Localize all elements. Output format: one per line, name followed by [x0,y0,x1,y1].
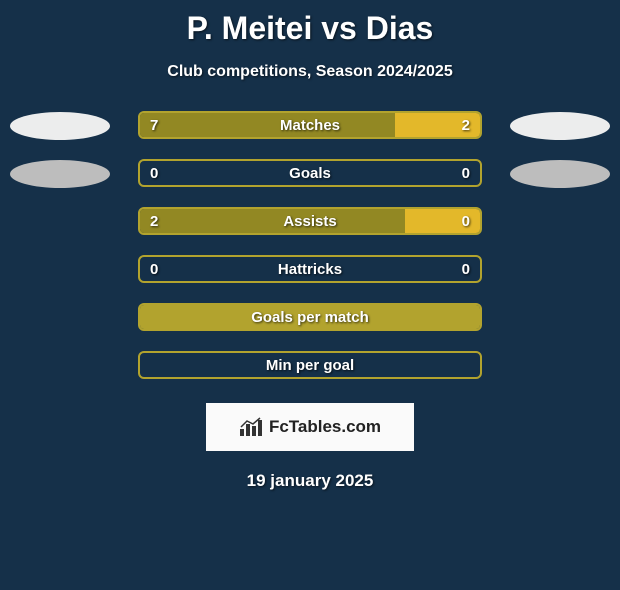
stat-row: 72Matches [0,111,620,139]
chart-icon [239,417,263,437]
stat-label: Assists [140,213,480,230]
stat-bar: 00Goals [138,159,482,187]
logo-badge: FcTables.com [206,403,414,451]
stats-area: 72Matches 00Goals 20Assists 00Hattricks Goal… [0,111,620,399]
stat-label: Hattricks [140,261,480,278]
stat-bar: 20Assists [138,207,482,235]
stat-row: 00Hattricks [0,255,620,283]
player-avatar-right [510,160,610,188]
stat-bar: 00Hattricks [138,255,482,283]
stat-label: Goals [140,165,480,182]
player-avatar-left [10,160,110,188]
logo-text: FcTables.com [269,417,381,437]
stat-label: Goals per match [140,309,480,326]
player-avatar-right [510,112,610,140]
stat-row: Goals per match [0,303,620,331]
stat-label: Min per goal [140,357,480,374]
player-avatar-left [10,112,110,140]
stat-bar: Min per goal [138,351,482,379]
date-text: 19 january 2025 [0,471,620,491]
stat-row: 00Goals [0,159,620,187]
page-subtitle: Club competitions, Season 2024/2025 [0,63,620,81]
stat-row: Min per goal [0,351,620,379]
stat-bar: 72Matches [138,111,482,139]
stat-row: 20Assists [0,207,620,235]
page-title: P. Meitei vs Dias [0,10,620,47]
stat-label: Matches [140,117,480,134]
stat-bar: Goals per match [138,303,482,331]
